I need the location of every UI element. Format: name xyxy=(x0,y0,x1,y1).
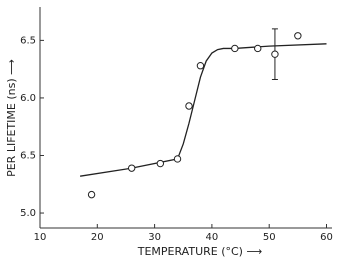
data-point xyxy=(271,50,279,58)
data-point xyxy=(127,164,136,172)
x-tick-label: 30 xyxy=(148,232,161,243)
data-point xyxy=(185,102,193,110)
x-tick-label: 10 xyxy=(34,232,47,243)
y-tick-label: 6.5 xyxy=(20,150,36,161)
data-point xyxy=(173,155,182,163)
x-tick-label: 20 xyxy=(91,232,104,243)
y-tick-label: 6.0 xyxy=(20,93,36,104)
y-axis-title: PER LIFETIME (ns) ⟶ xyxy=(5,59,18,177)
x-tick-label: 60 xyxy=(320,232,333,243)
x-axis-title: TEMPERATURE (°C) ⟶ xyxy=(137,245,263,258)
data-point xyxy=(156,159,165,168)
data-point xyxy=(231,44,239,53)
data-point xyxy=(87,190,96,199)
data-point xyxy=(254,44,262,53)
y-tick-label: 5.0 xyxy=(20,208,36,219)
x-tick-label: 40 xyxy=(206,232,219,243)
data-point xyxy=(294,32,302,40)
data-point xyxy=(196,62,205,70)
x-tick-label: 50 xyxy=(263,232,276,243)
y-tick-label: 6.5 xyxy=(20,35,36,46)
